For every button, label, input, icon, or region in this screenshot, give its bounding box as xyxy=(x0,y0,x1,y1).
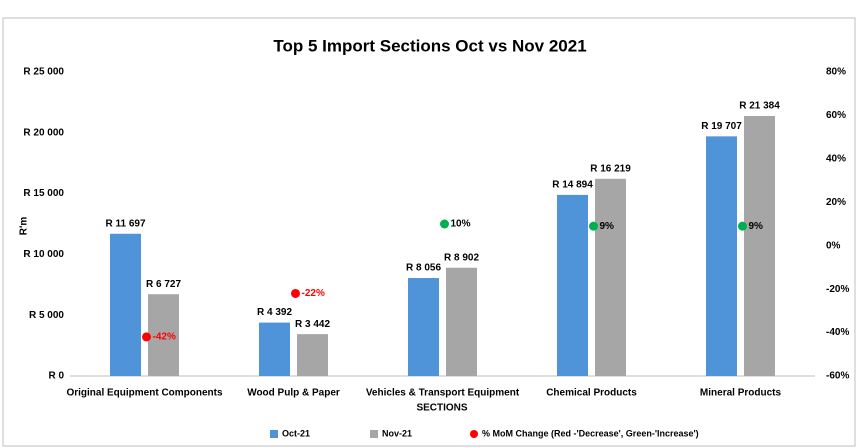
bar xyxy=(744,115,775,377)
y2-tick-label: 0% xyxy=(826,240,841,251)
mom-label: 9% xyxy=(600,221,615,232)
bar-label: R 3 442 xyxy=(295,319,330,330)
mom-label: -42% xyxy=(153,332,176,343)
legend-label: % MoM Change (Red -'Decrease', Green-'In… xyxy=(482,428,699,438)
y-tick-label: R 10 000 xyxy=(23,249,64,260)
bar-label: R 21 384 xyxy=(739,101,780,112)
y-tick-label: R 0 xyxy=(48,371,64,382)
bar-label: R 4 392 xyxy=(257,307,292,318)
y2-tick-label: 80% xyxy=(826,67,846,78)
y-tick-label: R 20 000 xyxy=(23,127,64,138)
bar-label: R 6 727 xyxy=(146,279,181,290)
bar xyxy=(446,267,477,376)
bar-label: R 11 697 xyxy=(105,218,145,229)
y2-tick-label: -40% xyxy=(826,327,849,338)
mom-point xyxy=(440,219,449,229)
x-axis-label: SECTIONS xyxy=(416,403,467,414)
mom-point xyxy=(291,288,300,298)
bar xyxy=(259,322,290,376)
chart-title: Top 5 Import Sections Oct vs Nov 2021 xyxy=(273,36,586,55)
bar-label: R 14 894 xyxy=(552,180,593,191)
y-tick-label: R 15 000 xyxy=(23,188,64,199)
y-tick-label: R 25 000 xyxy=(23,67,64,78)
y2-tick-label: 60% xyxy=(826,110,846,121)
mom-point xyxy=(738,221,747,231)
x-tick-label: Original Equipment Components xyxy=(66,388,223,399)
bar-label: R 19 707 xyxy=(701,121,742,132)
bar-label: R 8 902 xyxy=(444,252,479,263)
bar xyxy=(595,178,626,376)
mom-point xyxy=(589,221,598,231)
x-tick-label: Mineral Products xyxy=(700,388,782,399)
bar xyxy=(297,334,328,376)
bar xyxy=(706,136,737,376)
bar xyxy=(557,194,588,376)
y-tick-label: R 5 000 xyxy=(29,310,64,321)
mom-point xyxy=(142,332,151,342)
legend-marker xyxy=(470,430,478,438)
y2-tick-label: -60% xyxy=(826,371,849,382)
mom-label: 10% xyxy=(451,219,471,230)
y-axis-label: R'm xyxy=(19,217,30,236)
mom-label: 9% xyxy=(749,221,764,232)
y2-tick-label: -20% xyxy=(826,284,849,295)
bar xyxy=(110,233,141,376)
x-tick-label: Chemical Products xyxy=(546,388,637,399)
legend-marker xyxy=(370,430,378,438)
y2-tick-label: 20% xyxy=(826,197,846,208)
bar-label: R 8 056 xyxy=(406,263,441,274)
bar xyxy=(148,294,179,376)
x-tick-label: Vehicles & Transport Equipment xyxy=(366,388,520,399)
legend-label: Nov-21 xyxy=(382,428,412,438)
bar-label: R 16 219 xyxy=(590,163,631,174)
y2-tick-label: 40% xyxy=(826,153,846,164)
mom-label: -22% xyxy=(302,288,325,299)
legend-label: Oct-21 xyxy=(282,428,310,438)
legend-marker xyxy=(270,430,278,438)
bar xyxy=(408,278,439,376)
x-tick-label: Wood Pulp & Paper xyxy=(247,388,340,399)
